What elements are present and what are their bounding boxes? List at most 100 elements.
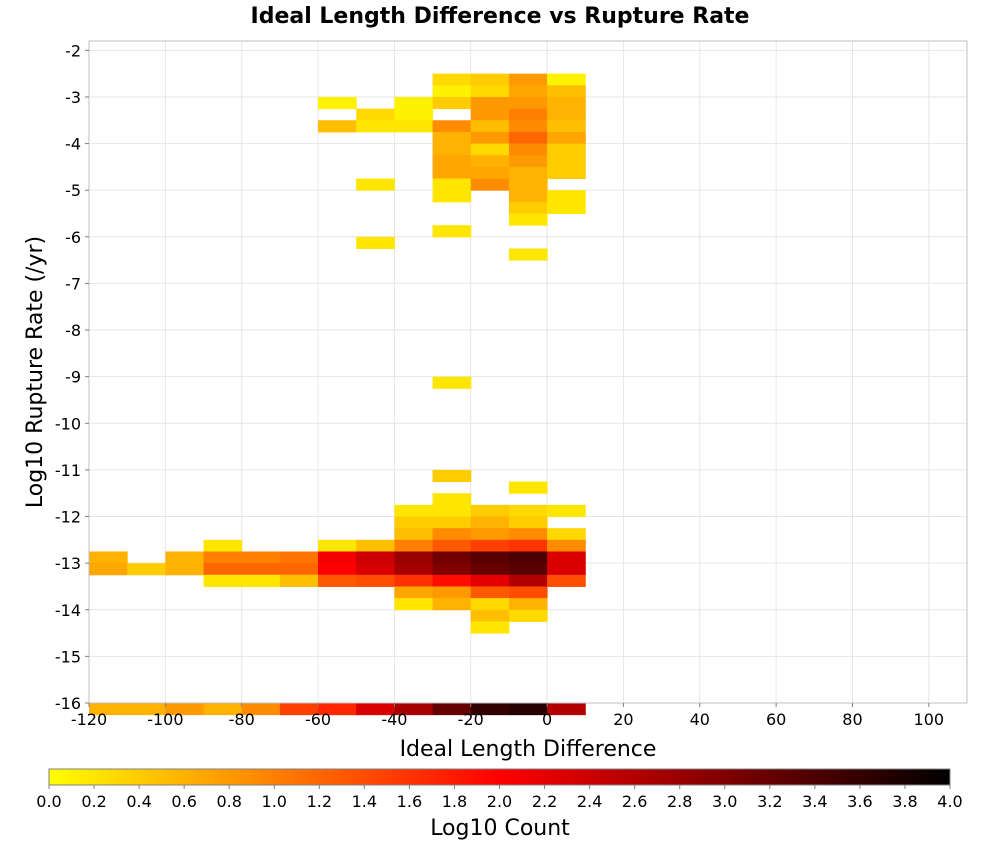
heatmap-cell <box>508 120 548 133</box>
x-tick-label: 100 <box>914 710 945 729</box>
x-tick-label: -80 <box>229 710 255 729</box>
heatmap-cell <box>203 563 243 576</box>
heatmap-cell <box>508 574 548 587</box>
colorbar-tick-label: 3.6 <box>847 792 872 811</box>
heatmap-cell <box>432 96 472 110</box>
heatmap-cell <box>318 563 357 576</box>
heatmap-cell <box>432 516 472 529</box>
heatmap-cell <box>394 120 434 133</box>
heatmap-cell <box>470 539 510 552</box>
heatmap-cell <box>89 551 128 564</box>
x-tick-label: -40 <box>381 710 407 729</box>
chart-title: Ideal Length Difference vs Rupture Rate <box>251 4 750 29</box>
heatmap-cell <box>432 586 472 599</box>
colorbar-tick-label: 3.4 <box>802 792 827 811</box>
heatmap-cell <box>432 131 472 145</box>
heatmap-cell <box>470 166 510 180</box>
colorbar-tick-label: 2.0 <box>487 792 512 811</box>
heatmap-cell <box>547 551 586 564</box>
colorbar-tick-label: 2.8 <box>667 792 692 811</box>
heatmap-cell <box>356 178 395 191</box>
heatmap-cell <box>508 551 548 564</box>
y-tick-label: -2 <box>65 41 81 60</box>
heatmap-cell <box>394 96 434 110</box>
y-tick-label: -9 <box>65 368 81 387</box>
heatmap-cell <box>432 155 472 168</box>
heatmap-cell <box>547 201 586 214</box>
heatmap-cell <box>547 131 586 145</box>
heatmap-cell <box>470 85 510 98</box>
heatmap-cell <box>508 528 548 541</box>
x-tick-label: 40 <box>690 710 710 729</box>
heatmap-cell <box>508 96 548 110</box>
heatmap-cell <box>432 703 472 716</box>
y-tick-label: -15 <box>55 647 81 666</box>
heatmap-cell <box>394 108 434 121</box>
heatmap-cell <box>470 96 510 110</box>
heatmap-cell <box>318 574 357 587</box>
heatmap-cell <box>547 504 586 518</box>
heatmap-cell <box>394 703 434 716</box>
heatmap-cell <box>165 551 205 564</box>
heatmap-cell <box>432 376 472 389</box>
heatmap-cell <box>165 703 205 716</box>
heatmap-cell <box>547 108 586 121</box>
heatmap-cell <box>547 143 586 156</box>
heatmap-cell <box>394 574 434 587</box>
heatmap-cell <box>470 609 510 622</box>
heatmap-cell <box>356 236 395 249</box>
y-axis-label: Log10 Rupture Rate (/yr) <box>23 236 48 508</box>
y-tick-label: -5 <box>65 181 81 200</box>
heatmap-cell <box>165 563 205 576</box>
heatmap-cell <box>432 493 472 506</box>
colorbar-tick-label: 0.8 <box>216 792 241 811</box>
x-tick-label: -20 <box>458 710 484 729</box>
x-tick-label: 0 <box>542 710 552 729</box>
heatmap-cell <box>547 703 586 716</box>
heatmap-cell <box>318 703 357 716</box>
colorbar-tick-label: 1.2 <box>307 792 332 811</box>
x-tick-label: 80 <box>842 710 862 729</box>
heatmap-cell <box>508 190 548 203</box>
heatmap-cell <box>508 516 548 529</box>
heatmap-cell <box>508 248 548 261</box>
heatmap-cell <box>279 551 319 564</box>
heatmap-cell <box>547 574 586 587</box>
x-tick-label: 60 <box>766 710 786 729</box>
heatmap-cell <box>432 166 472 180</box>
heatmap-cell <box>470 516 510 529</box>
heatmap-cell <box>432 178 472 191</box>
heatmap-cell <box>394 586 434 599</box>
heatmap-cell <box>241 703 281 716</box>
heatmap-cell <box>547 85 586 98</box>
colorbar-label: Log10 Count <box>430 816 570 841</box>
heatmap-cell <box>470 504 510 518</box>
heatmap-cell <box>89 703 128 716</box>
y-tick-label: -4 <box>65 135 81 154</box>
heatmap-cell <box>470 73 510 86</box>
heatmap-cell <box>470 551 510 564</box>
heatmap-cell <box>241 551 281 564</box>
heatmap-cell <box>127 563 166 576</box>
heatmap-cell <box>508 586 548 599</box>
colorbar-tick-label: 4.0 <box>937 792 962 811</box>
heatmap-cell <box>318 120 357 133</box>
heatmap-cell <box>318 551 357 564</box>
heatmap-cell <box>508 73 548 86</box>
heatmap-cell <box>547 155 586 168</box>
heatmap-cell <box>508 143 548 156</box>
heatmap-cell <box>241 574 281 587</box>
heatmap-cell <box>394 551 434 564</box>
heatmap-cell <box>356 563 395 576</box>
heatmap-cell <box>508 108 548 121</box>
y-tick-label: -3 <box>65 88 81 107</box>
heatmap-cell <box>318 96 357 110</box>
colorbar <box>48 768 951 786</box>
heatmap-cell <box>279 574 319 587</box>
y-tick-label: -6 <box>65 228 81 247</box>
heatmap-cell <box>547 96 586 110</box>
heatmap-cell <box>432 551 472 564</box>
heatmap-cell <box>356 108 395 121</box>
heatmap-cell <box>394 528 434 541</box>
